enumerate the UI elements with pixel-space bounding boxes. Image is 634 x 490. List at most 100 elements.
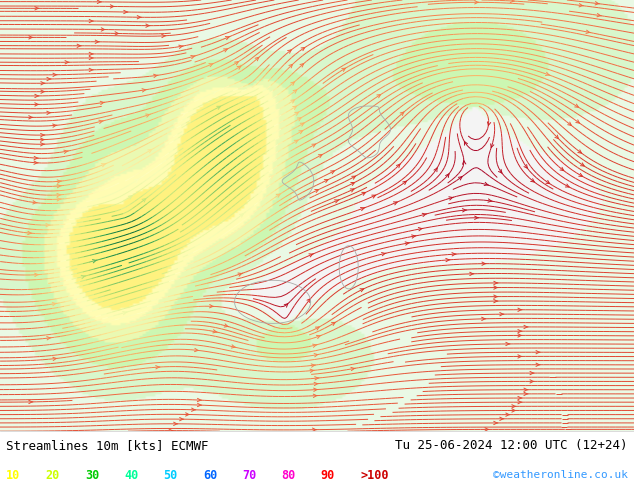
FancyArrowPatch shape: [372, 195, 375, 198]
FancyArrowPatch shape: [212, 92, 216, 95]
FancyArrowPatch shape: [418, 227, 423, 231]
FancyArrowPatch shape: [314, 190, 318, 193]
FancyArrowPatch shape: [93, 260, 97, 263]
FancyArrowPatch shape: [53, 357, 57, 361]
FancyArrowPatch shape: [494, 295, 498, 298]
FancyArrowPatch shape: [89, 56, 93, 60]
FancyArrowPatch shape: [411, 235, 416, 238]
FancyArrowPatch shape: [213, 330, 217, 333]
FancyArrowPatch shape: [475, 0, 479, 4]
FancyArrowPatch shape: [566, 184, 569, 187]
Text: 20: 20: [46, 469, 60, 482]
FancyArrowPatch shape: [156, 366, 160, 369]
FancyArrowPatch shape: [581, 163, 584, 166]
FancyArrowPatch shape: [29, 400, 33, 404]
FancyArrowPatch shape: [240, 214, 243, 217]
FancyArrowPatch shape: [332, 322, 335, 325]
FancyArrowPatch shape: [134, 179, 138, 183]
FancyArrowPatch shape: [536, 363, 540, 367]
FancyArrowPatch shape: [536, 350, 540, 354]
FancyArrowPatch shape: [301, 123, 304, 126]
Text: Tu 25-06-2024 12:00 UTC (12+24): Tu 25-06-2024 12:00 UTC (12+24): [395, 440, 628, 452]
FancyArrowPatch shape: [452, 253, 456, 256]
FancyArrowPatch shape: [307, 299, 311, 302]
FancyArrowPatch shape: [324, 180, 328, 183]
FancyArrowPatch shape: [64, 150, 68, 153]
FancyArrowPatch shape: [297, 118, 301, 121]
FancyArrowPatch shape: [29, 116, 33, 119]
FancyArrowPatch shape: [269, 176, 273, 179]
FancyArrowPatch shape: [169, 429, 173, 432]
FancyArrowPatch shape: [191, 55, 195, 59]
FancyArrowPatch shape: [186, 413, 190, 416]
FancyArrowPatch shape: [179, 45, 183, 49]
Text: 60: 60: [203, 469, 217, 482]
FancyArrowPatch shape: [29, 36, 33, 39]
FancyArrowPatch shape: [224, 49, 228, 52]
FancyArrowPatch shape: [288, 50, 291, 53]
FancyArrowPatch shape: [351, 368, 355, 370]
FancyArrowPatch shape: [494, 421, 498, 425]
FancyArrowPatch shape: [482, 317, 486, 320]
FancyArrowPatch shape: [101, 164, 106, 167]
Text: 90: 90: [321, 469, 335, 482]
FancyArrowPatch shape: [237, 66, 241, 69]
FancyArrowPatch shape: [316, 335, 321, 339]
FancyArrowPatch shape: [314, 388, 318, 392]
FancyArrowPatch shape: [405, 242, 410, 245]
FancyArrowPatch shape: [506, 343, 510, 345]
FancyArrowPatch shape: [293, 106, 297, 109]
FancyArrowPatch shape: [174, 422, 178, 425]
FancyArrowPatch shape: [35, 7, 39, 10]
FancyArrowPatch shape: [382, 252, 386, 256]
FancyArrowPatch shape: [500, 313, 504, 316]
FancyArrowPatch shape: [100, 101, 105, 104]
FancyArrowPatch shape: [524, 165, 527, 168]
FancyArrowPatch shape: [294, 140, 298, 143]
FancyArrowPatch shape: [89, 68, 93, 72]
FancyArrowPatch shape: [41, 90, 45, 93]
FancyArrowPatch shape: [310, 369, 314, 372]
FancyArrowPatch shape: [195, 348, 199, 352]
FancyArrowPatch shape: [335, 200, 339, 203]
FancyArrowPatch shape: [153, 74, 158, 77]
FancyArrowPatch shape: [518, 330, 522, 333]
FancyArrowPatch shape: [293, 90, 297, 93]
FancyArrowPatch shape: [197, 403, 202, 407]
FancyArrowPatch shape: [578, 150, 581, 153]
FancyArrowPatch shape: [446, 174, 449, 177]
FancyArrowPatch shape: [99, 120, 103, 123]
FancyArrowPatch shape: [377, 95, 380, 98]
FancyArrowPatch shape: [518, 308, 522, 312]
FancyArrowPatch shape: [567, 122, 571, 125]
FancyArrowPatch shape: [510, 0, 515, 2]
FancyArrowPatch shape: [498, 170, 502, 173]
FancyArrowPatch shape: [422, 213, 427, 217]
FancyArrowPatch shape: [41, 143, 45, 146]
FancyArrowPatch shape: [137, 16, 141, 19]
FancyArrowPatch shape: [403, 181, 406, 185]
FancyArrowPatch shape: [518, 396, 522, 400]
FancyArrowPatch shape: [179, 417, 184, 421]
FancyArrowPatch shape: [494, 299, 498, 303]
FancyArrowPatch shape: [53, 124, 57, 127]
FancyArrowPatch shape: [148, 149, 152, 153]
FancyArrowPatch shape: [224, 324, 229, 327]
FancyArrowPatch shape: [57, 197, 61, 201]
FancyArrowPatch shape: [362, 193, 365, 196]
FancyArrowPatch shape: [314, 382, 318, 386]
FancyArrowPatch shape: [470, 272, 474, 275]
FancyArrowPatch shape: [95, 40, 100, 44]
FancyArrowPatch shape: [530, 380, 534, 383]
FancyArrowPatch shape: [65, 61, 69, 64]
FancyArrowPatch shape: [314, 377, 319, 380]
FancyArrowPatch shape: [446, 258, 450, 262]
FancyArrowPatch shape: [313, 428, 316, 431]
FancyArrowPatch shape: [394, 202, 397, 205]
FancyArrowPatch shape: [518, 400, 522, 404]
FancyArrowPatch shape: [597, 14, 602, 17]
FancyArrowPatch shape: [352, 176, 356, 179]
FancyArrowPatch shape: [33, 201, 37, 204]
FancyArrowPatch shape: [524, 392, 528, 395]
FancyArrowPatch shape: [579, 3, 583, 7]
